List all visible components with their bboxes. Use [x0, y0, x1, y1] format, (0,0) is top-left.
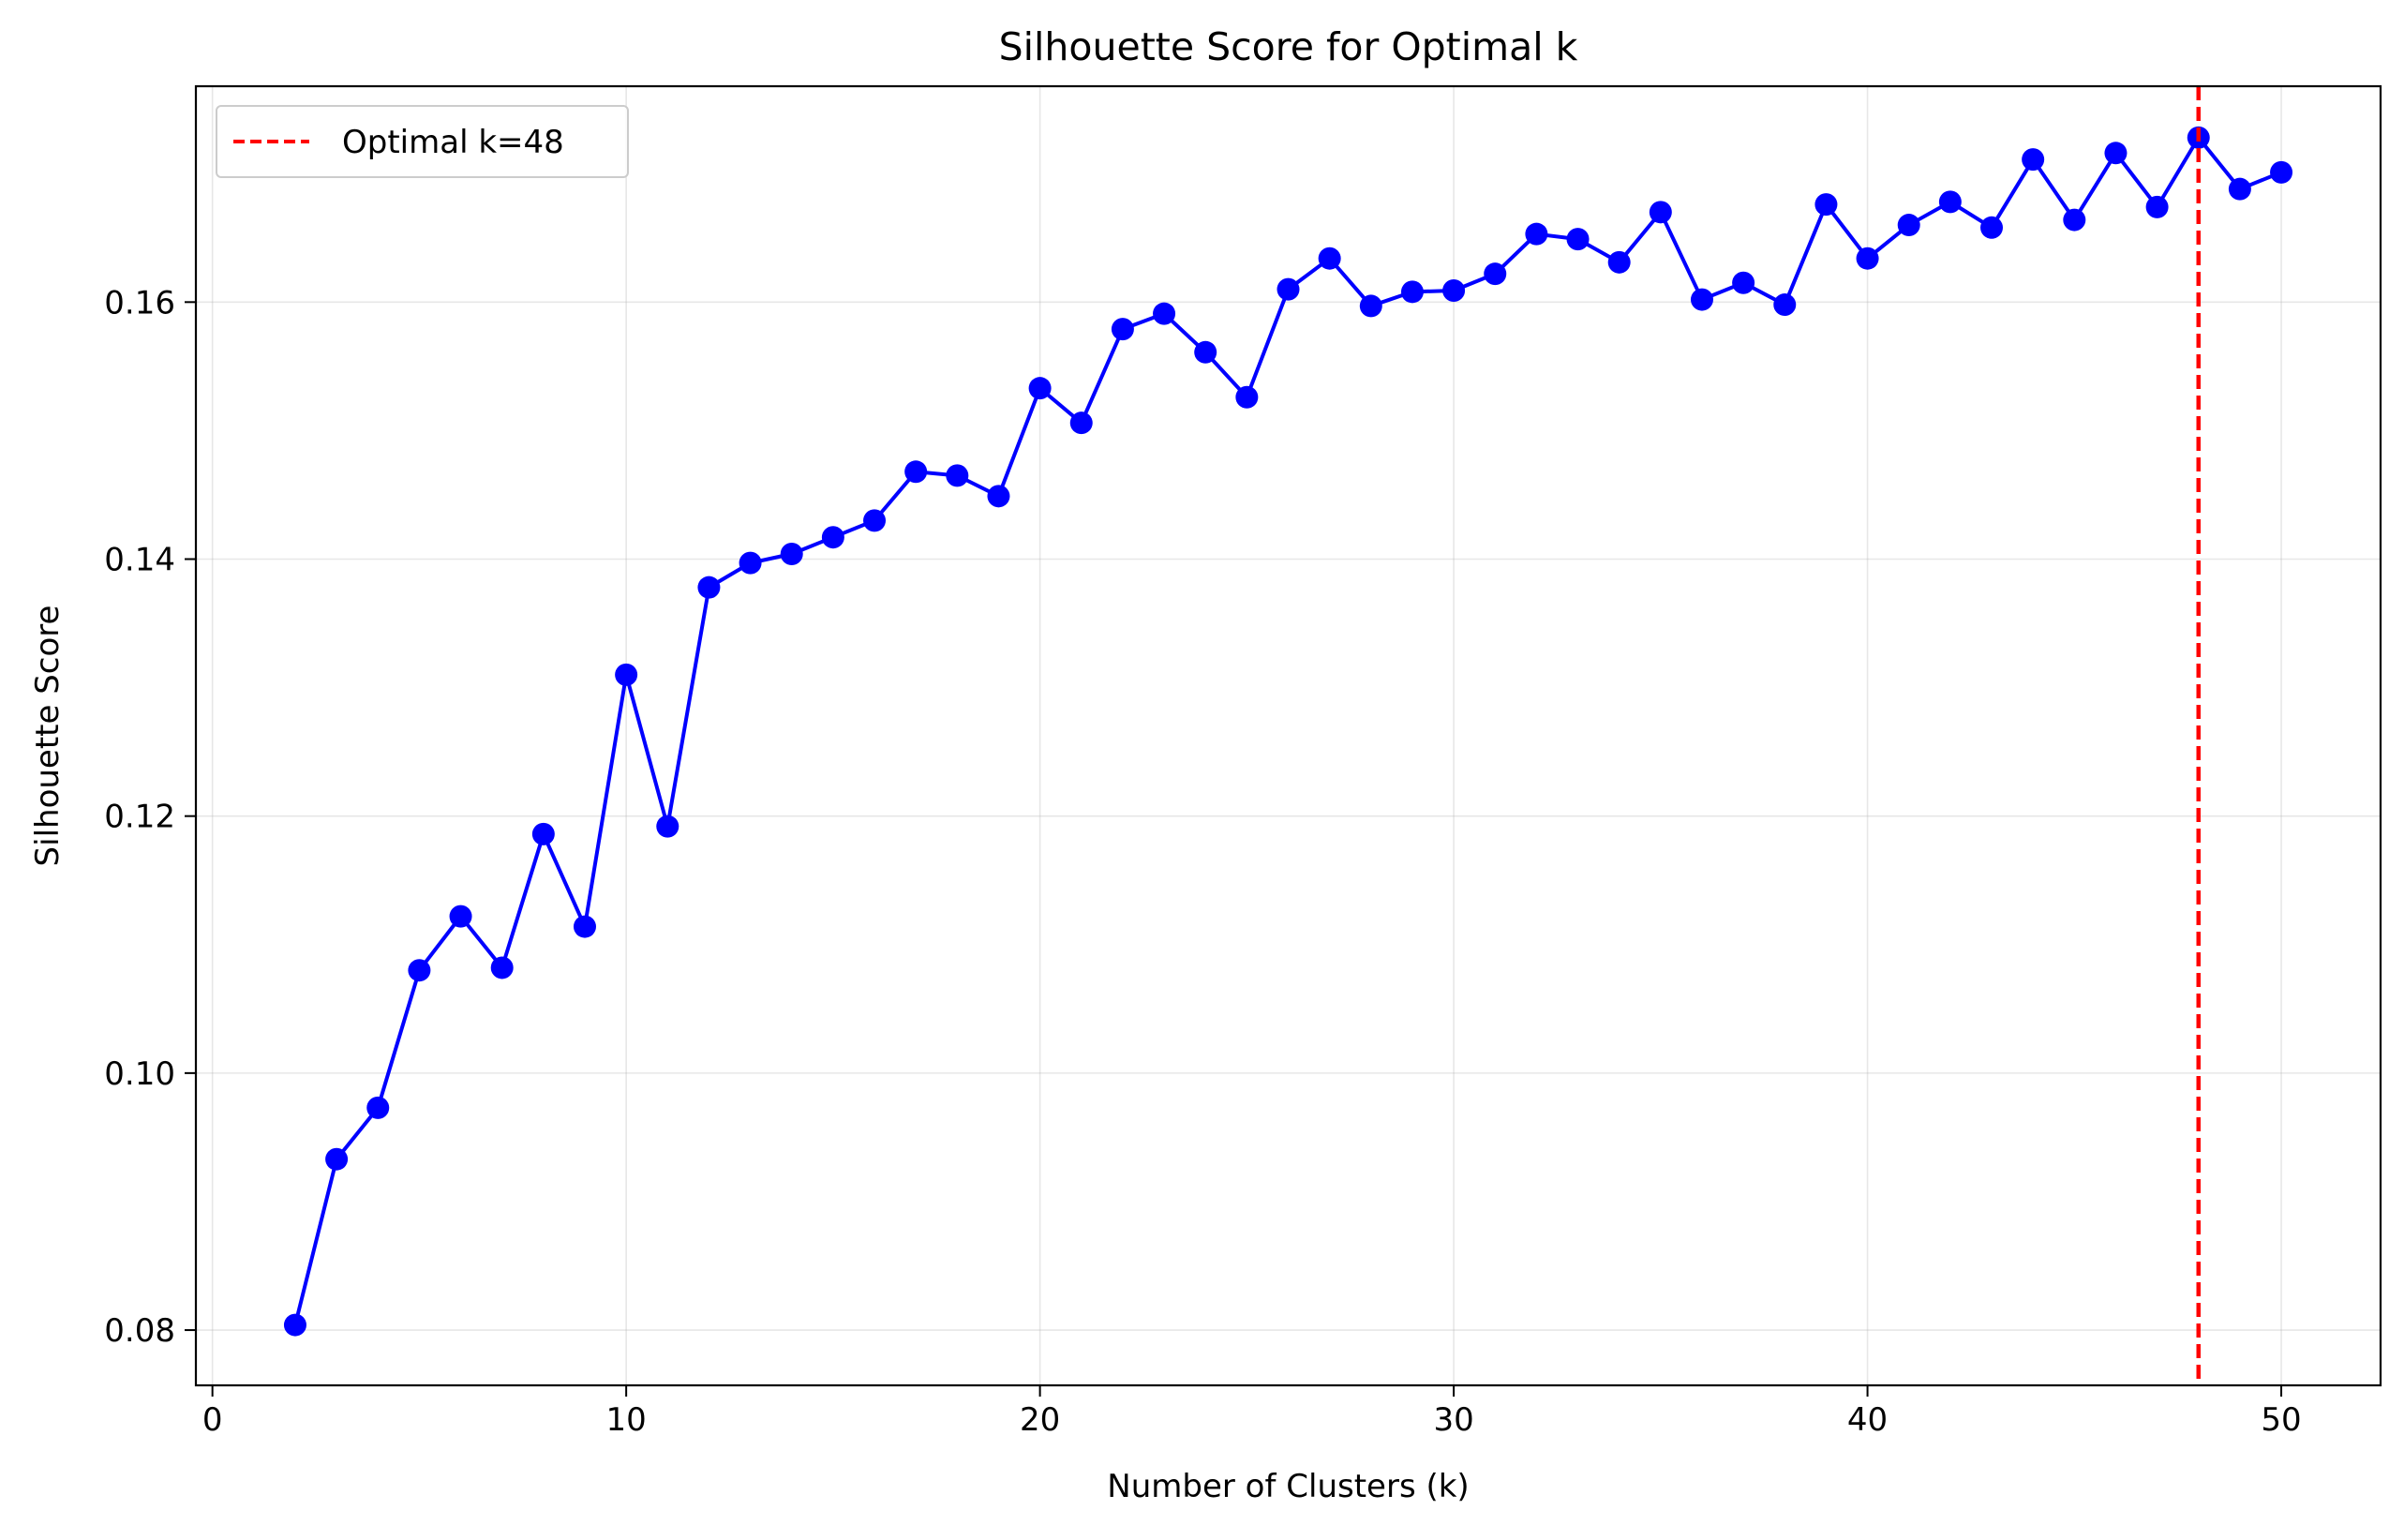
y-tick-label: 0.12 [104, 799, 175, 836]
y-tick-label: 0.16 [104, 284, 175, 321]
plot-frame [194, 84, 2382, 1387]
data-point [2022, 148, 2045, 172]
data-point [531, 822, 555, 845]
data-point [821, 526, 844, 549]
x-axis-title: Number of Clusters (k) [1107, 1468, 1469, 1505]
x-tick-label: 50 [2261, 1401, 2301, 1439]
y-axis-ticks: 0.08 0.10 0.12 0.14 0.16 [104, 284, 196, 1350]
data-point [325, 1147, 349, 1171]
data-point [1607, 250, 1631, 274]
data-point [1442, 278, 1466, 302]
data-point [1153, 302, 1176, 325]
data-point [904, 460, 928, 484]
data-point [1318, 247, 1341, 270]
y-tick-label: 0.10 [104, 1055, 175, 1093]
data-point [573, 915, 596, 938]
data-point [863, 509, 887, 532]
series-layer [283, 126, 2293, 1337]
data-point [656, 815, 679, 838]
data-point [1649, 201, 1672, 224]
data-point [987, 485, 1010, 508]
data-point [1566, 228, 1590, 251]
data-point [2228, 177, 2251, 201]
chart-title: Silhouette Score for Optimal k [999, 24, 1578, 69]
y-tick-label: 0.08 [104, 1312, 175, 1350]
y-tick-label: 0.14 [104, 541, 175, 578]
data-point [1980, 216, 2004, 239]
data-point [780, 543, 803, 566]
data-point [2145, 195, 2169, 218]
data-point [1897, 214, 1920, 237]
legend-box [216, 105, 629, 178]
data-point [697, 576, 721, 599]
data-point [1400, 280, 1424, 304]
data-point [739, 551, 762, 575]
data-point [449, 905, 472, 928]
data-point [490, 956, 514, 979]
data-point [946, 464, 969, 487]
x-axis-ticks: 0 10 20 30 40 50 [202, 1385, 2302, 1439]
data-point [1690, 288, 1713, 311]
data-point [1277, 277, 1300, 301]
grid [196, 86, 2381, 1385]
data-point [1938, 190, 1962, 214]
legend: Optimal k=48 [216, 105, 629, 178]
x-tick-label: 10 [606, 1401, 647, 1439]
data-point [408, 959, 431, 982]
legend-label-optimal-k: Optimal k=48 [342, 124, 564, 161]
data-point [1732, 271, 1755, 294]
data-point [1814, 193, 1838, 217]
data-point [1028, 377, 1052, 400]
data-point [366, 1096, 390, 1119]
data-point [283, 1313, 306, 1337]
data-point [1359, 294, 1382, 318]
data-point [2104, 142, 2128, 165]
data-point [2270, 160, 2293, 184]
data-point [1111, 318, 1134, 341]
data-point [615, 663, 638, 686]
x-tick-label: 40 [1847, 1401, 1888, 1439]
x-tick-label: 20 [1020, 1401, 1060, 1439]
data-point [1525, 222, 1548, 246]
data-point [1069, 411, 1093, 435]
data-point [1856, 247, 1879, 270]
x-tick-label: 0 [202, 1401, 223, 1439]
data-point [1773, 293, 1797, 317]
data-point [1484, 262, 1507, 286]
data-point [2063, 208, 2086, 232]
x-tick-label: 30 [1433, 1401, 1473, 1439]
data-point [1235, 385, 1259, 409]
data-point [1194, 340, 1217, 364]
y-axis-title: Silhouette Score [29, 606, 67, 867]
